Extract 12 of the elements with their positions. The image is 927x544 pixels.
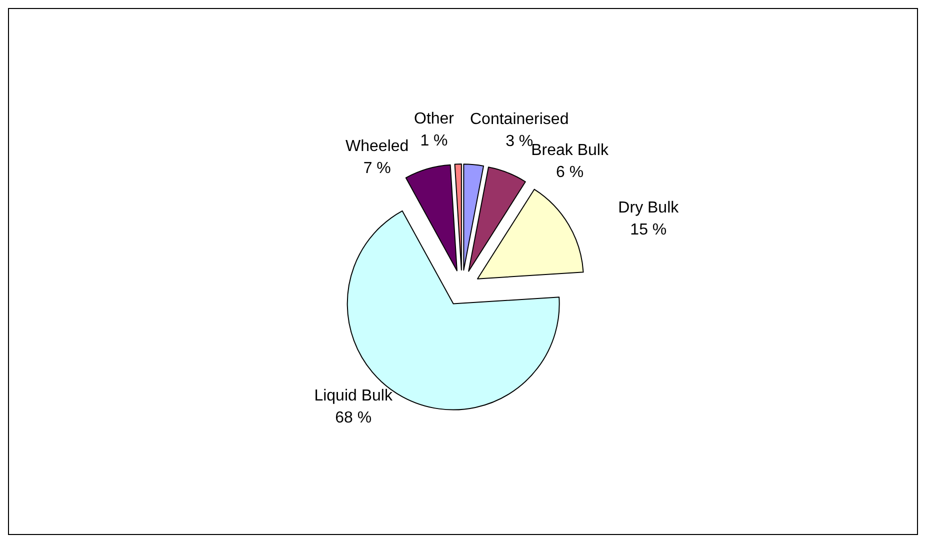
data-label: 1 %	[420, 132, 448, 150]
slice-label: Liquid Bulk	[314, 388, 394, 405]
slice-label: Break Bulk	[531, 142, 610, 160]
slice-label: Dry Bulk	[618, 199, 680, 216]
slice-label: Wheeled	[346, 138, 409, 155]
slice-label: Other	[414, 110, 455, 128]
slice-label: Containerised	[470, 111, 569, 128]
data-label: 15 %	[630, 221, 667, 238]
data-label: 68 %	[335, 410, 372, 427]
data-label: 3 %	[506, 133, 534, 150]
data-label: 7 %	[363, 160, 391, 177]
data-label: 6 %	[556, 164, 584, 182]
